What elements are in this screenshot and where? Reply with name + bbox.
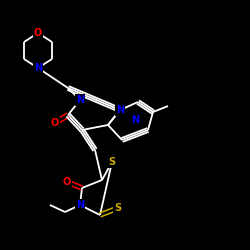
Text: N: N [76, 200, 84, 210]
Text: S: S [114, 203, 121, 213]
Text: N: N [116, 105, 124, 115]
Text: N: N [34, 63, 42, 73]
Text: N: N [131, 115, 139, 125]
Text: S: S [108, 157, 116, 167]
Text: N: N [76, 95, 84, 105]
Text: O: O [63, 177, 71, 187]
Text: O: O [34, 28, 42, 38]
Text: O: O [51, 118, 59, 128]
